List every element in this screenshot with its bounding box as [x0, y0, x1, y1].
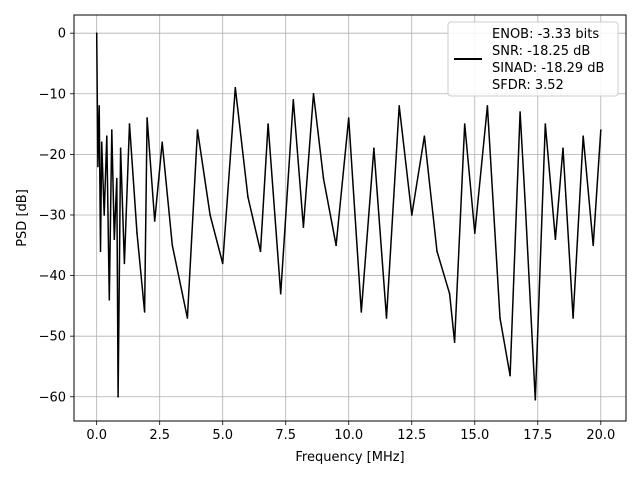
psd-data-point — [398, 105, 401, 107]
psd-data-point — [153, 220, 156, 222]
psd-data-point — [119, 147, 122, 150]
psd-data-point — [98, 105, 100, 107]
y-tick-label: −60 — [39, 390, 66, 405]
psd-data-point — [592, 244, 594, 247]
psd-data-point — [302, 226, 305, 228]
legend-sinad: SINAD: -18.29 dB — [492, 61, 604, 76]
psd-data-point — [146, 117, 148, 119]
psd-data-point — [279, 292, 282, 295]
psd-series-line — [95, 33, 602, 401]
psd-data-point — [259, 250, 262, 253]
psd-data-point — [524, 202, 526, 204]
psd-data-point — [411, 214, 413, 216]
psd-data-point — [347, 117, 350, 119]
psd-data-point — [554, 238, 557, 240]
psd-data-point — [136, 232, 138, 234]
psd-data-point — [267, 123, 269, 125]
psd-data-point — [360, 311, 363, 313]
y-tick-label: −20 — [39, 148, 66, 163]
psd-data-point — [448, 292, 451, 295]
legend-snr: SNR: -18.25 dB — [492, 44, 590, 59]
psd-data-point — [221, 262, 224, 265]
psd-data-point — [100, 141, 103, 144]
psd-data-point — [111, 129, 113, 131]
y-tick-label: −40 — [39, 269, 66, 284]
plot-area — [95, 32, 602, 401]
axes-frame — [73, 14, 627, 422]
psd-data-point — [103, 214, 105, 216]
psd-data-point — [116, 177, 118, 180]
x-tick-label: 0.0 — [86, 428, 107, 443]
x-tick-label: 15.0 — [460, 428, 489, 443]
x-tick-label: 10.0 — [334, 428, 363, 443]
x-axis-ticks: 0.0 2.5 5.0 7.5 10.0 12.5 15.0 17.5 20.0 — [86, 421, 615, 443]
psd-data-point — [99, 250, 102, 253]
psd-data-point — [534, 399, 537, 401]
y-tick-label: −50 — [39, 330, 66, 345]
x-tick-label: 7.5 — [275, 428, 296, 443]
legend-enob: ENOB: -3.33 bits — [492, 27, 599, 42]
psd-data-point — [562, 147, 564, 150]
y-tick-label: 0 — [58, 27, 66, 42]
psd-data-point — [95, 32, 98, 34]
psd-data-point — [474, 232, 476, 234]
psd-data-point — [544, 123, 547, 125]
y-axis-label: PSD [dB] — [15, 189, 30, 247]
y-tick-label: −10 — [39, 87, 66, 102]
psd-data-point — [196, 129, 199, 131]
legend-sfdr: SFDR: 3.52 — [492, 78, 564, 93]
psd-data-point — [463, 123, 466, 125]
psd-data-point — [600, 129, 602, 131]
psd-data-point — [247, 196, 249, 198]
psd-data-point — [423, 135, 426, 137]
x-axis-label: Frequency [MHz] — [295, 450, 404, 465]
psd-data-point — [312, 93, 315, 95]
legend: ENOB: -3.33 bits SNR: -18.25 dB SINAD: -… — [447, 21, 619, 97]
psd-data-point — [519, 111, 521, 113]
psd-data-point — [292, 99, 295, 101]
psd-data-point — [436, 250, 438, 253]
x-tick-label: 17.5 — [523, 428, 552, 443]
psd-data-point — [572, 317, 574, 319]
x-tick-label: 5.0 — [212, 428, 233, 443]
psd-data-point — [486, 105, 489, 107]
x-tick-label: 2.5 — [149, 428, 170, 443]
y-axis-ticks: 0 −10 −20 −30 −40 −50 −60 — [39, 27, 74, 405]
psd-data-point — [322, 177, 325, 180]
psd-data-point — [97, 165, 99, 168]
psd-data-point — [143, 311, 146, 313]
psd-data-point — [209, 214, 211, 216]
psd-data-point — [106, 135, 108, 137]
psd-data-point — [373, 147, 375, 150]
psd-data-point — [234, 86, 237, 89]
psd-data-point — [499, 317, 501, 319]
psd-data-point — [385, 317, 388, 319]
psd-data-point — [113, 238, 116, 240]
legend-box — [447, 21, 619, 97]
x-tick-label: 20.0 — [586, 428, 615, 443]
psd-data-point — [123, 262, 126, 265]
psd-data-point — [128, 123, 131, 125]
psd-data-point — [335, 244, 337, 247]
y-tick-label: −30 — [39, 208, 66, 223]
x-tick-label: 12.5 — [397, 428, 426, 443]
psd-data-point — [186, 317, 189, 319]
psd-data-point — [171, 244, 174, 247]
psd-data-point — [161, 141, 163, 144]
psd-data-point — [108, 299, 111, 301]
psd-data-point — [509, 374, 511, 377]
psd-data-point — [453, 341, 456, 344]
psd-data-point — [117, 396, 119, 398]
psd-data-point — [582, 135, 584, 137]
